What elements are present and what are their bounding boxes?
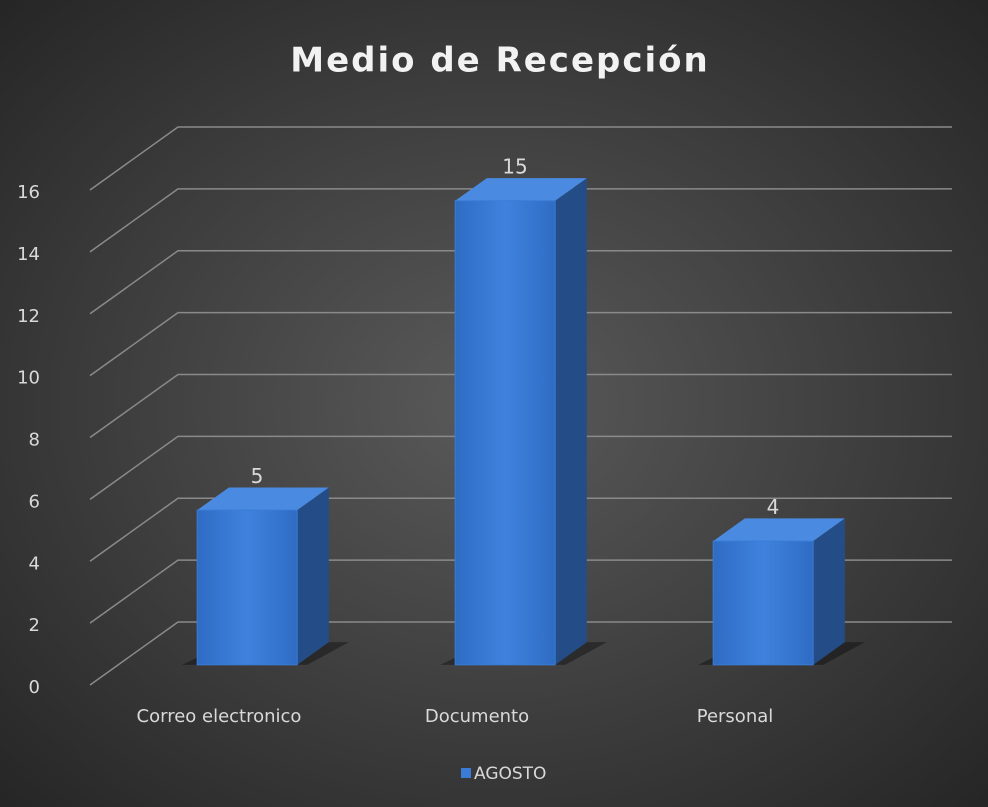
legend-marker bbox=[461, 768, 471, 778]
data-label: 4 bbox=[767, 495, 780, 519]
bar-top bbox=[713, 518, 845, 542]
y-tick-label: 16 bbox=[17, 182, 40, 203]
x-tick-label: Personal bbox=[697, 706, 774, 727]
grid-line bbox=[89, 311, 952, 377]
grid-line bbox=[89, 126, 952, 191]
x-tick-label: Documento bbox=[425, 706, 529, 727]
grid-line bbox=[89, 435, 952, 500]
y-tick-label: 0 bbox=[29, 677, 40, 698]
grid-line bbox=[89, 373, 952, 439]
grid-line bbox=[89, 188, 952, 253]
bar-top bbox=[197, 487, 329, 511]
y-tick-label: 2 bbox=[29, 615, 40, 636]
data-label: 5 bbox=[251, 464, 264, 488]
grid-line bbox=[89, 621, 952, 686]
y-tick-label: 10 bbox=[17, 368, 40, 389]
y-tick-label: 4 bbox=[29, 553, 40, 574]
y-tick-label: 6 bbox=[29, 491, 40, 512]
y-tick-label: 8 bbox=[29, 430, 40, 451]
chart-title: Medio de Recepción bbox=[290, 41, 709, 81]
y-tick-label: 12 bbox=[17, 306, 40, 327]
data-label: 15 bbox=[502, 155, 527, 179]
bar-side bbox=[813, 518, 845, 665]
bar-top bbox=[455, 178, 587, 201]
x-tick-label: Correo electronico bbox=[137, 706, 302, 727]
y-tick-label: 14 bbox=[17, 244, 40, 265]
bar bbox=[712, 540, 814, 666]
bar-side bbox=[297, 487, 329, 665]
bar-side bbox=[555, 178, 587, 665]
grid-line bbox=[89, 497, 952, 562]
grid-line bbox=[89, 559, 952, 624]
legend-label: AGOSTO bbox=[474, 764, 546, 784]
bar bbox=[196, 509, 298, 666]
grid-line bbox=[89, 250, 952, 315]
bar bbox=[454, 200, 556, 666]
